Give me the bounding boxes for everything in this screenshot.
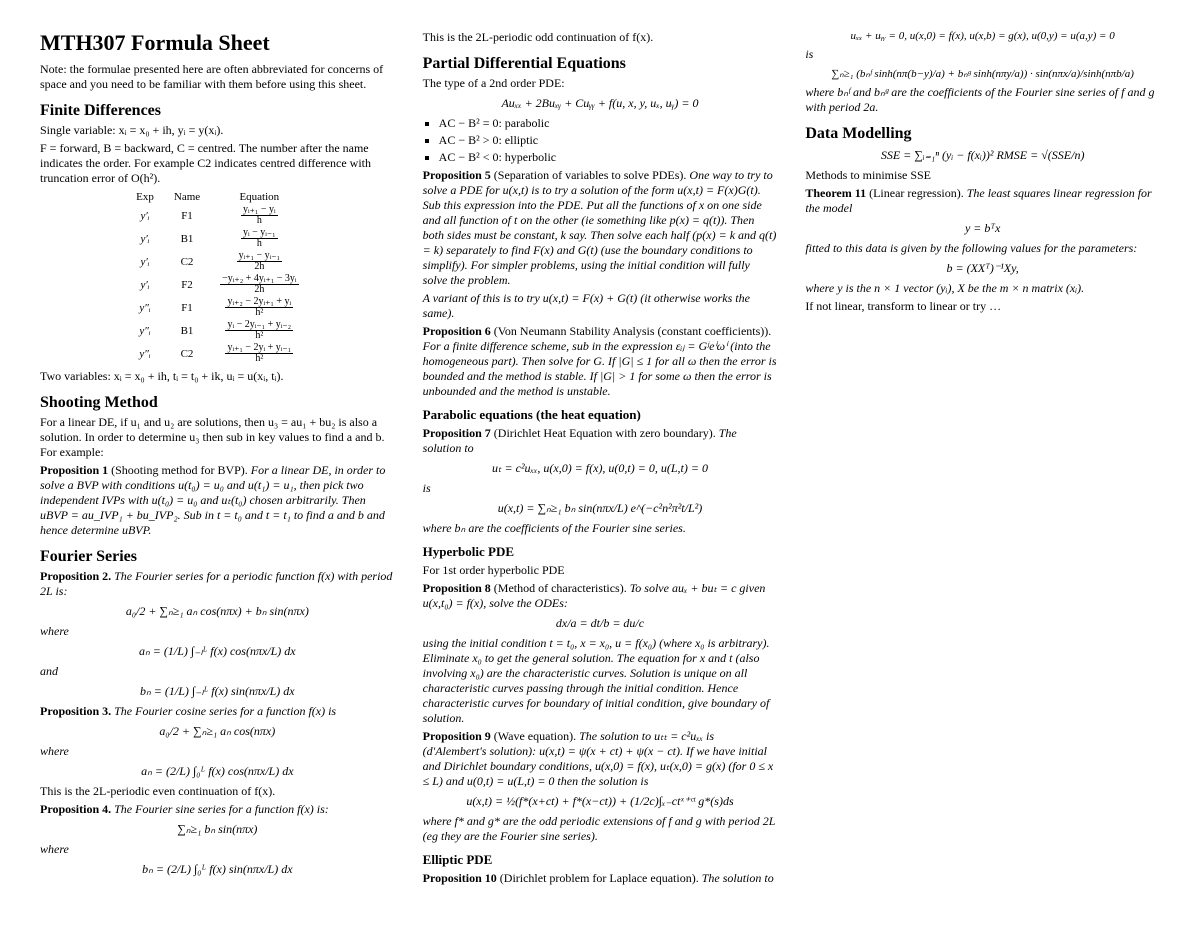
eq-wave: u(x,t) = ½(f*(x+ct) + f*(x−ct)) + (1/2c)… (423, 794, 778, 809)
section-hyperbolic: Hyperbolic PDE (423, 544, 778, 560)
prop8-b: using the initial condition t = t₀, x = … (423, 636, 778, 726)
where3: where (40, 842, 395, 857)
list-item: AC − B² > 0: elliptic (439, 133, 778, 148)
list-item: AC − B² < 0: hyperbolic (439, 150, 778, 165)
eq-an2: aₙ = (2/L) ∫₀ᴸ f(x) cos(nπx/L) dx (40, 764, 395, 779)
table-row: y″ᵢF1yᵢ₊₂ − 2yᵢ₊₁ + yᵢh² (126, 296, 308, 319)
prop2: Proposition 2. The Fourier series for a … (40, 569, 395, 599)
prop7-tail: where bₙ are the coefficients of the Fou… (423, 521, 778, 536)
table-row: y″ᵢC2yᵢ₊₁ − 2yᵢ + yᵢ₋₁h² (126, 342, 308, 365)
prop7: Proposition 7 (Dirichlet Heat Equation w… (423, 426, 778, 456)
eq-bn2: bₙ = (2/L) ∫₀ᴸ f(x) sin(nπx/L) dx (40, 862, 395, 877)
thm11-b: fitted to this data is given by the foll… (805, 241, 1160, 256)
prop1: Proposition 1 (Shooting method for BVP).… (40, 463, 395, 538)
section-shooting: Shooting Method (40, 394, 395, 412)
page-title: MTH307 Formula Sheet (40, 30, 395, 56)
prop10-tail: where bₙᶠ and bₙᵍ are the coefficients o… (805, 85, 1160, 115)
eq-pde-type: Auₓₓ + 2Buₓᵧ + Cuᵧᵧ + f(u, x, y, uₓ, uᵧ)… (423, 96, 778, 111)
thm11: Theorem 11 (Linear regression). The leas… (805, 186, 1160, 216)
fd-th-eq: Equation (210, 190, 308, 204)
eq-laplace-sol: ∑ₙ≥₁ (bₙᶠ sinh(nπ(b−y)/a) + bₙᵍ sinh(nπy… (805, 67, 1160, 80)
eq-fourier-series: a₀/2 + ∑ₙ≥₁ aₙ cos(nπx) + bₙ sin(nπx) (40, 604, 395, 619)
dm-intro: Methods to minimise SSE (805, 168, 1160, 183)
prop4: Proposition 4. The Fourier sine series f… (40, 802, 395, 817)
where2: where (40, 744, 395, 759)
eq-cos-series: a₀/2 + ∑ₙ≥₁ aₙ cos(nπx) (40, 724, 395, 739)
odd-cont: This is the 2L-periodic odd continuation… (423, 30, 778, 45)
prop6: Proposition 6 (Von Neumann Stability Ana… (423, 324, 778, 399)
is2: is (805, 47, 1160, 62)
fd-th-name: Name (164, 190, 210, 204)
fd-table: Exp Name Equation y′ᵢF1yᵢ₊₁ − yᵢh y′ᵢB1y… (126, 190, 308, 365)
eq-sin-series: ∑ₙ≥₁ bₙ sin(nπx) (40, 822, 395, 837)
fd-intro2: F = forward, B = backward, C = centred. … (40, 141, 395, 186)
table-row: y′ᵢC2yᵢ₊₁ − yᵢ₋₁2h (126, 250, 308, 273)
fd-intro1: Single variable: xᵢ = x₀ + ih, yᵢ = y(xᵢ… (40, 123, 395, 138)
table-row: y′ᵢF2−yᵢ₊₂ + 4yᵢ₊₁ − 3yᵢ2h (126, 273, 308, 296)
eq-an: aₙ = (1/L) ∫₋ₗᴸ f(x) cos(nπx/L) dx (40, 644, 395, 659)
eq-bn: bₙ = (1/L) ∫₋ₗᴸ f(x) sin(nπx/L) dx (40, 684, 395, 699)
shooting-intro: For a linear DE, if u₁ and u₂ are soluti… (40, 415, 395, 460)
is1: is (423, 481, 778, 496)
prop9: Proposition 9 (Wave equation). The solut… (423, 729, 778, 789)
pde-intro: The type of a 2nd order PDE: (423, 76, 778, 91)
section-fourier: Fourier Series (40, 548, 395, 566)
list-item: AC − B² = 0: parabolic (439, 116, 778, 131)
prop8: Proposition 8 (Method of characteristics… (423, 581, 778, 611)
hyp-intro: For 1st order hyperbolic PDE (423, 563, 778, 578)
intro-note: Note: the formulae presented here are of… (40, 62, 395, 92)
thm11-tail: where y is the n × 1 vector (yᵢ), X be t… (805, 281, 1160, 296)
prop9-tail: where f* and g* are the odd periodic ext… (423, 814, 778, 844)
section-data-model: Data Modelling (805, 125, 1160, 143)
prop3: Proposition 3. The Fourier cosine series… (40, 704, 395, 719)
fd-two-var: Two variables: xᵢ = x₀ + ih, tᵢ = t₀ + i… (40, 369, 395, 384)
eq-heat: uₜ = c²uₓₓ, u(x,0) = f(x), u(0,t) = 0, u… (423, 461, 778, 476)
section-finite-diff: Finite Differences (40, 102, 395, 120)
eq-model: y = bᵀx (805, 221, 1160, 236)
table-row: y″ᵢB1yᵢ − 2yᵢ₋₁ + yᵢ₋₂h² (126, 319, 308, 342)
section-pde: Partial Differential Equations (423, 55, 778, 73)
section-parabolic: Parabolic equations (the heat equation) (423, 407, 778, 423)
even-cont: This is the 2L-periodic even continuatio… (40, 784, 395, 799)
section-elliptic: Elliptic PDE (423, 852, 778, 868)
table-row: y′ᵢF1yᵢ₊₁ − yᵢh (126, 204, 308, 227)
prop10: Proposition 10 (Dirichlet problem for La… (423, 871, 778, 886)
prop5: Proposition 5 (Separation of variables t… (423, 168, 778, 288)
fd-th-exp: Exp (126, 190, 164, 204)
eq-sse: SSE = ∑ᵢ₌₁ⁿ (yᵢ − f(xᵢ))² RMSE = √(SSE/n… (805, 148, 1160, 163)
and: and (40, 664, 395, 679)
table-row: y′ᵢB1yᵢ − yᵢ₋₁h (126, 227, 308, 250)
prop5-b: A variant of this is to try u(x,t) = F(x… (423, 291, 778, 321)
pde-type-list: AC − B² = 0: parabolic AC − B² > 0: elli… (439, 116, 778, 165)
eq-heat-sol: u(x,t) = ∑ₙ≥₁ bₙ sin(nπx/L) e^(−c²n²π²t/… (423, 501, 778, 516)
dm-tail: If not linear, transform to linear or tr… (805, 299, 1160, 314)
where: where (40, 624, 395, 639)
eq-laplace: uₓₓ + uᵧᵧ = 0, u(x,0) = f(x), u(x,b) = g… (805, 30, 1160, 42)
eq-char: dx/a = dt/b = du/c (423, 616, 778, 631)
eq-b: b = (XXᵀ)⁻¹Xy, (805, 261, 1160, 276)
